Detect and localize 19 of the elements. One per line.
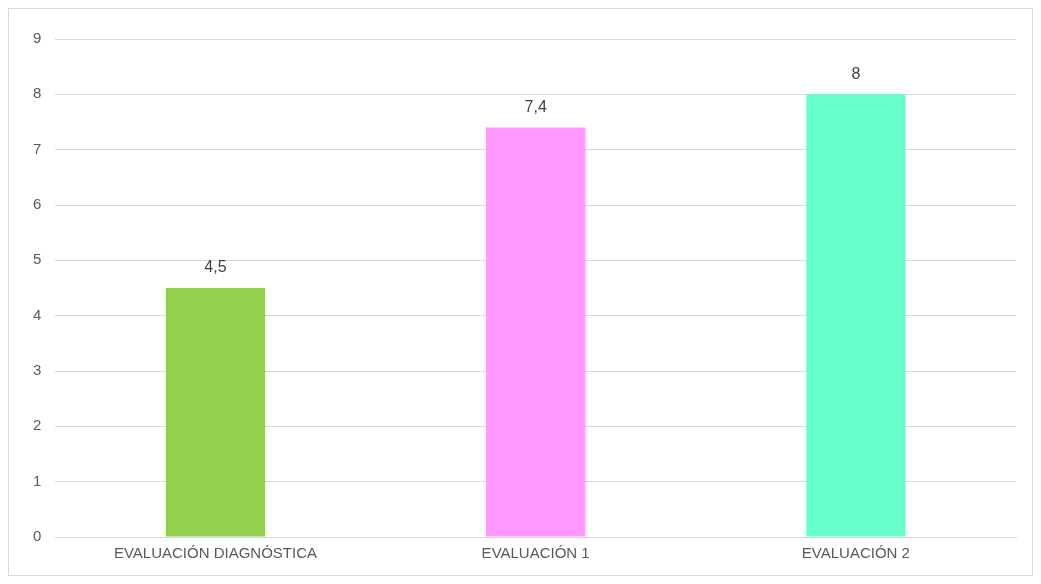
data-label: 4,5 bbox=[204, 258, 227, 276]
y-tick-label: 5 bbox=[33, 250, 42, 268]
y-tick-label: 2 bbox=[33, 416, 42, 434]
x-tick-label: EVALUACIÓN 2 bbox=[801, 544, 910, 562]
y-tick-label: 7 bbox=[33, 139, 42, 157]
bar bbox=[165, 288, 266, 537]
y-tick-label: 1 bbox=[33, 471, 42, 489]
data-label: 8 bbox=[851, 64, 861, 82]
x-tick-label: EVALUACIÓN 1 bbox=[481, 544, 590, 562]
y-tick-label: 0 bbox=[33, 527, 42, 545]
y-tick-label: 8 bbox=[33, 84, 42, 102]
bar bbox=[486, 127, 586, 537]
y-tick-label: 9 bbox=[33, 29, 42, 47]
y-tick-label: 6 bbox=[33, 195, 42, 213]
x-tick-label: EVALUACIÓN DIAGNÓSTICA bbox=[113, 544, 317, 562]
bar bbox=[806, 94, 906, 537]
data-label: 7,4 bbox=[524, 97, 547, 115]
y-tick-label: 3 bbox=[33, 361, 42, 379]
y-tick-label: 4 bbox=[33, 305, 42, 323]
